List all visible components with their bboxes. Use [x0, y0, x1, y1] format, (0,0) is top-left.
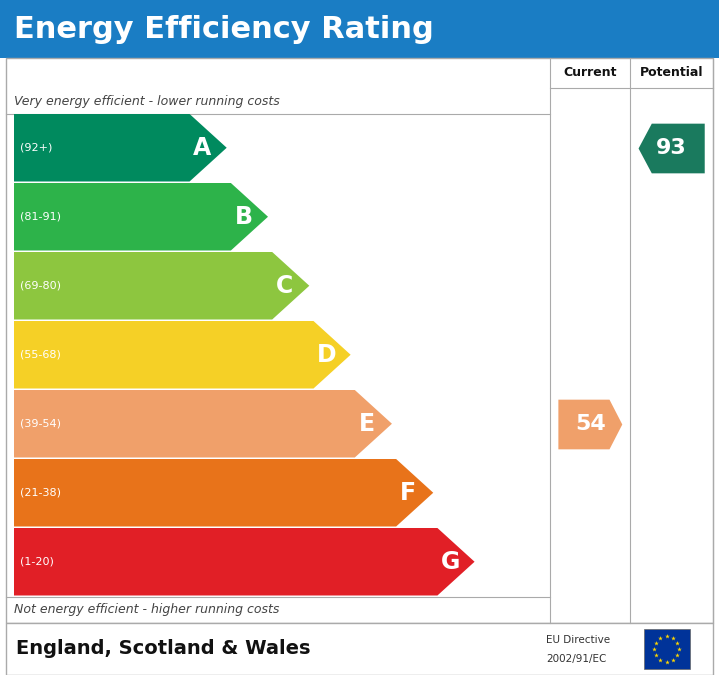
Text: D: D — [317, 343, 336, 367]
Text: EU Directive: EU Directive — [546, 634, 610, 645]
Bar — [6, 623, 713, 675]
Bar — [6, 58, 713, 623]
Text: (55-68): (55-68) — [20, 350, 61, 360]
Polygon shape — [559, 400, 622, 450]
Text: Current: Current — [564, 67, 617, 80]
Text: (21-38): (21-38) — [20, 488, 61, 497]
Text: England, Scotland & Wales: England, Scotland & Wales — [16, 639, 311, 659]
Text: G: G — [441, 549, 461, 574]
Polygon shape — [14, 183, 268, 250]
Polygon shape — [14, 390, 392, 458]
Polygon shape — [14, 252, 309, 319]
Text: (39-54): (39-54) — [20, 418, 61, 429]
Polygon shape — [14, 459, 434, 526]
Polygon shape — [14, 321, 351, 389]
Text: 93: 93 — [656, 138, 687, 159]
Text: C: C — [276, 274, 293, 298]
Text: 2002/91/EC: 2002/91/EC — [546, 654, 607, 664]
Text: E: E — [359, 412, 375, 436]
Text: 54: 54 — [575, 414, 605, 435]
Polygon shape — [14, 528, 475, 595]
Text: (81-91): (81-91) — [20, 212, 61, 222]
Bar — [0, 0, 719, 58]
Text: B: B — [234, 205, 252, 229]
Text: Potential: Potential — [640, 67, 703, 80]
Text: (1-20): (1-20) — [20, 557, 54, 567]
Text: Not energy efficient - higher running costs: Not energy efficient - higher running co… — [14, 603, 280, 616]
Text: Energy Efficiency Rating: Energy Efficiency Rating — [14, 14, 434, 43]
Text: (69-80): (69-80) — [20, 281, 61, 291]
Text: Very energy efficient - lower running costs: Very energy efficient - lower running co… — [14, 95, 280, 107]
Polygon shape — [14, 114, 226, 182]
Bar — [644, 629, 690, 669]
Text: A: A — [193, 136, 211, 160]
Polygon shape — [638, 124, 705, 173]
Text: F: F — [400, 481, 416, 505]
Text: (92+): (92+) — [20, 142, 52, 153]
